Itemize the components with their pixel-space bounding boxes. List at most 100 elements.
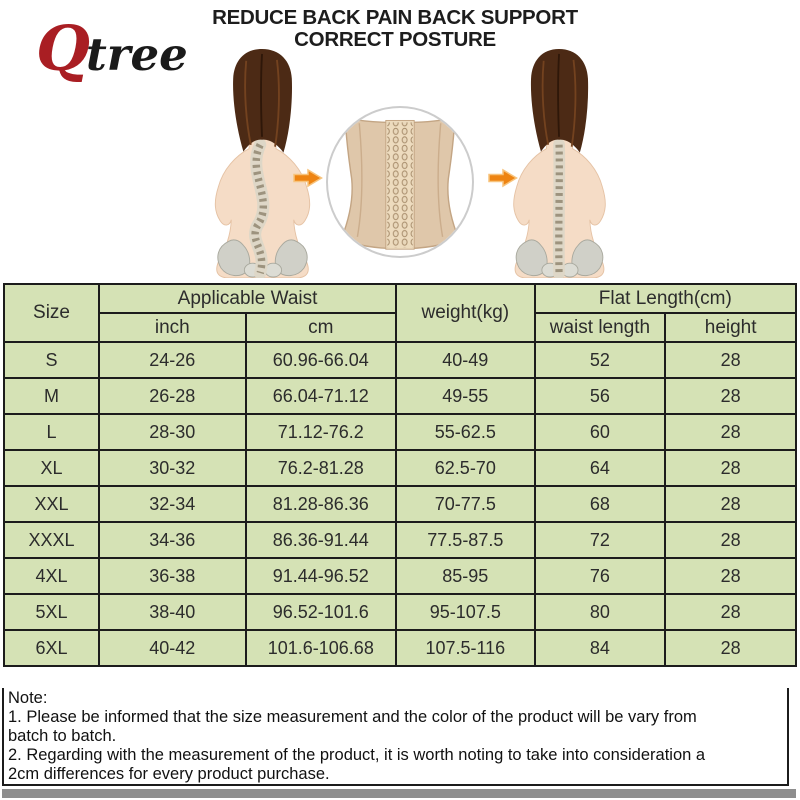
straight-spine-vertebrae: [555, 144, 563, 274]
arrow-right-icon: [293, 168, 323, 188]
cell-cm: 76.2-81.28: [244, 449, 398, 487]
cell-inch: 32-34: [98, 485, 247, 523]
cell-height: 28: [664, 341, 797, 379]
cell-height: 28: [664, 629, 797, 667]
cell-inch: 30-32: [98, 449, 247, 487]
cell-cm: 86.36-91.44: [244, 521, 398, 559]
straight-spine-figure: [513, 48, 606, 278]
col-header-applicable-waist: Applicable Waist: [98, 283, 398, 314]
table-row: 6XL 40-42 101.6-106.68 107.5-116 84 28: [2, 629, 797, 667]
cell-weight: 40-49: [395, 341, 536, 379]
hair-graphic: [233, 48, 293, 153]
col-header-height: height: [664, 312, 797, 343]
cell-size: XL: [2, 449, 101, 487]
cell-cm: 71.12-76.2: [244, 413, 398, 451]
cell-inch: 38-40: [98, 593, 247, 631]
brand-logo-q: Q: [36, 12, 91, 85]
cell-size: S: [2, 341, 101, 379]
col-header-flat-length: Flat Length(cm): [533, 283, 798, 314]
table-row: L 28-30 71.12-76.2 55-62.5 60 28: [2, 413, 797, 451]
cell-inch: 28-30: [98, 413, 247, 451]
hair-graphic: [530, 48, 589, 153]
cell-cm: 81.28-86.36: [244, 485, 398, 523]
cell-size: 6XL: [2, 629, 101, 667]
corset-seam: [356, 123, 363, 238]
cell-cm: 66.04-71.12: [244, 377, 398, 415]
page-title-line1: REDUCE BACK PAIN BACK SUPPORT: [212, 6, 578, 29]
col-header-waist-length: waist length: [533, 312, 667, 343]
hair-strand: [557, 53, 560, 137]
cell-height: 28: [664, 557, 797, 595]
cell-height: 28: [664, 377, 797, 415]
table-row: S 24-26 60.96-66.04 40-49 52 28: [2, 341, 797, 379]
note-section: Note: 1. Please be informed that the siz…: [2, 688, 789, 786]
cell-weight: 70-77.5: [395, 485, 536, 523]
table-row: 4XL 36-38 91.44-96.52 85-95 76 28: [2, 557, 797, 595]
cell-cm: 96.52-101.6: [244, 593, 398, 631]
cell-height: 28: [664, 485, 797, 523]
page-title-line2: CORRECT POSTURE: [294, 28, 496, 51]
cell-inch: 24-26: [98, 341, 247, 379]
cell-size: XXL: [2, 485, 101, 523]
cell-weight: 49-55: [395, 377, 536, 415]
cell-weight: 77.5-87.5: [395, 521, 536, 559]
cell-waist-length: 60: [533, 413, 667, 451]
table-row: M 26-28 66.04-71.12 49-55 56 28: [2, 377, 797, 415]
cell-height: 28: [664, 521, 797, 559]
cell-size: 5XL: [2, 593, 101, 631]
corset-hooks: [387, 122, 413, 248]
cell-weight: 107.5-116: [395, 629, 536, 667]
note-label: Note:: [8, 689, 48, 707]
col-header-inch: inch: [98, 312, 247, 343]
cell-weight: 85-95: [395, 557, 536, 595]
table-row: XXL 32-34 81.28-86.36 70-77.5 68 28: [2, 485, 797, 523]
hair-strand: [541, 60, 550, 145]
cell-weight: 55-62.5: [395, 413, 536, 451]
cell-height: 28: [664, 593, 797, 631]
cell-waist-length: 76: [533, 557, 667, 595]
cell-inch: 40-42: [98, 629, 247, 667]
cell-size: 4XL: [2, 557, 101, 595]
hair-strand: [570, 59, 577, 147]
arrow-right-icon: [488, 168, 518, 188]
cell-waist-length: 68: [533, 485, 667, 523]
cell-size: M: [2, 377, 101, 415]
note-line: batch to batch.: [8, 727, 117, 745]
size-chart-table: Size Applicable Waist weight(kg) Flat Le…: [2, 283, 798, 667]
table-row: XXXL 34-36 86.36-91.44 77.5-87.5 72 28: [2, 521, 797, 559]
cell-size: XXXL: [2, 521, 101, 559]
waist-trainer-image: [340, 116, 460, 250]
cell-inch: 26-28: [98, 377, 247, 415]
table-row: 5XL 38-40 96.52-101.6 95-107.5 80 28: [2, 593, 797, 631]
corset-seam: [437, 123, 444, 238]
hair-strand: [274, 59, 280, 147]
cell-waist-length: 84: [533, 629, 667, 667]
cell-waist-length: 72: [533, 521, 667, 559]
table-row: XL 30-32 76.2-81.28 62.5-70 64 28: [2, 449, 797, 487]
curved-spine-vertebrae: [251, 142, 267, 275]
note-line: 1. Please be informed that the size meas…: [8, 708, 697, 726]
cell-cm: 91.44-96.52: [244, 557, 398, 595]
cell-weight: 95-107.5: [395, 593, 536, 631]
cell-height: 28: [664, 413, 797, 451]
brand-logo-rest: tree: [86, 28, 188, 81]
cell-cm: 101.6-106.68: [244, 629, 398, 667]
page-title: REDUCE BACK PAIN BACK SUPPORT CORRECT PO…: [165, 7, 625, 51]
cell-waist-length: 64: [533, 449, 667, 487]
cell-height: 28: [664, 449, 797, 487]
footer-bar: [2, 789, 796, 798]
cell-weight: 62.5-70: [395, 449, 536, 487]
col-header-size: Size: [2, 283, 101, 343]
curved-spine-figure: [214, 48, 311, 278]
cell-inch: 36-38: [98, 557, 247, 595]
note-line: 2. Regarding with the measurement of the…: [8, 746, 706, 764]
hair-strand: [260, 53, 263, 137]
brand-logo: Qtree: [36, 18, 188, 80]
product-photo-circle: [326, 106, 474, 258]
cell-waist-length: 52: [533, 341, 667, 379]
table-subheader-row: inch cm waist length height: [4, 312, 797, 343]
cell-cm: 60.96-66.04: [244, 341, 398, 379]
cell-inch: 34-36: [98, 521, 247, 559]
hair-strand: [244, 60, 252, 145]
